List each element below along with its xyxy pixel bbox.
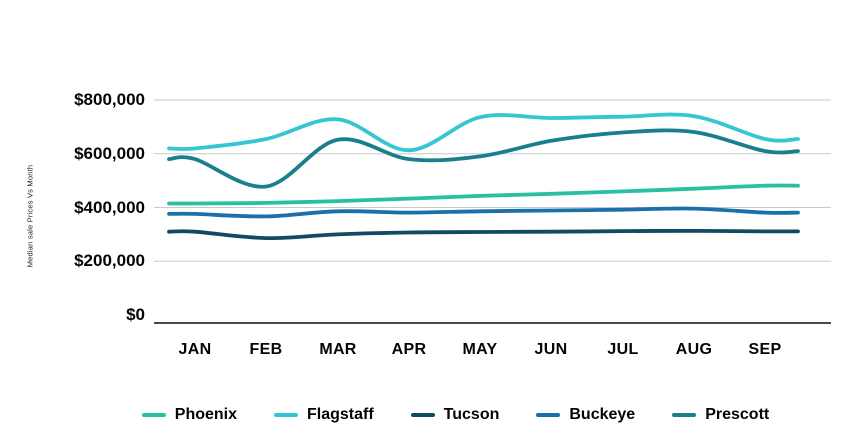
legend-swatch-phoenix: [141, 413, 166, 417]
y-tick-label: $800,000: [74, 90, 145, 109]
legend-swatch-prescott: [672, 413, 697, 417]
legend-label: Flagstaff: [307, 406, 374, 423]
y-tick-label: $0: [126, 305, 145, 324]
x-tick-label-jun: JUN: [534, 341, 568, 358]
x-tick-label-jul: JUL: [607, 341, 639, 358]
legend-label: Phoenix: [174, 406, 237, 423]
x-tick-label-feb: FEB: [249, 341, 283, 358]
legend-label: Tucson: [443, 406, 500, 423]
x-tick-label-mar: MAR: [319, 341, 357, 358]
series-line-tucson: [167, 228, 800, 241]
x-tick-label-apr: APR: [391, 341, 427, 358]
x-tick-label-aug: AUG: [675, 341, 713, 358]
legend-swatch-tucson: [410, 413, 435, 417]
legend: Phoenix Flagstaff Tucson Buckeye Prescott: [0, 401, 865, 429]
x-tick-label-jan: JAN: [178, 341, 212, 358]
x-tick-label-sep: SEP: [748, 341, 782, 358]
legend-swatch-flagstaff: [274, 413, 298, 417]
y-tick-label: $600,000: [74, 144, 145, 163]
series-line-phoenix: [167, 183, 800, 206]
legend-label: Buckeye: [569, 406, 636, 423]
series-line-buckeye: [167, 206, 800, 219]
legend-item-prescott: Prescott: [672, 406, 769, 424]
x-tick-label-may: MAY: [462, 341, 498, 358]
y-tick-label: $200,000: [74, 251, 145, 270]
series-line-flagstaff: [167, 112, 800, 153]
y-tick-label: $400,000: [74, 198, 145, 217]
legend-item-tucson: Tucson: [410, 406, 500, 424]
legend-item-flagstaff: Flagstaff: [274, 406, 374, 424]
legend-item-phoenix: Phoenix: [141, 406, 237, 424]
legend-item-buckeye: Buckeye: [536, 406, 635, 424]
legend-swatch-buckeye: [536, 413, 561, 417]
legend-label: Prescott: [705, 406, 770, 423]
series-line-prescott: [167, 128, 800, 189]
